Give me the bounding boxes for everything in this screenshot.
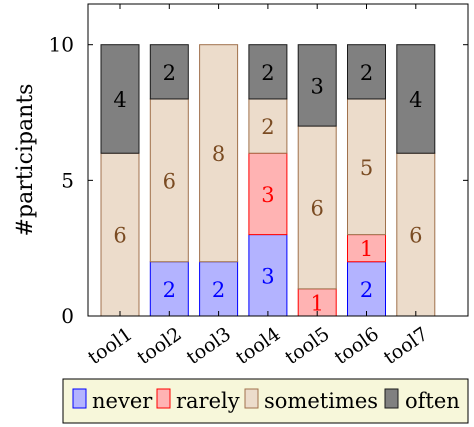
bar-often-tool5 <box>297 44 337 127</box>
x-tick-label-tool7: tool7 <box>380 323 433 369</box>
data-label-often-tool6: 2 <box>360 61 373 85</box>
data-label-often-tool7: 4 <box>409 88 422 112</box>
legend-swatch-never <box>72 388 87 409</box>
data-label-sometimes-tool3: 8 <box>212 142 225 166</box>
legend-label-never: never <box>92 389 153 413</box>
bar-labels-layer: 6 4 2 6 2 2 8 3 3 2 2 1 6 3 2 1 5 2 6 4 <box>113 61 422 316</box>
bar-sometimes-tool1 <box>100 152 140 317</box>
data-label-often-tool1: 4 <box>113 88 126 112</box>
data-label-sometimes-tool7: 6 <box>409 224 422 248</box>
y-tick-label: 5 <box>61 168 74 192</box>
legend-swatch-sometimes <box>244 388 259 409</box>
x-tick-label-tool1: tool1 <box>84 323 137 369</box>
legend: never rarely sometimes often <box>62 378 469 424</box>
data-label-often-tool2: 2 <box>163 61 176 85</box>
data-label-sometimes-tool4: 2 <box>261 115 274 139</box>
data-label-rarely-tool4: 3 <box>261 183 274 207</box>
x-tick-label-tool3: tool3 <box>183 323 236 369</box>
x-tick-label-tool2: tool2 <box>133 323 186 369</box>
bar-sometimes-tool7 <box>396 152 436 317</box>
legend-label-often: often <box>405 389 460 413</box>
bar-never-tool3 <box>199 261 239 317</box>
bar-sometimes-tool6 <box>347 98 386 236</box>
data-label-sometimes-tool5: 6 <box>311 196 324 220</box>
y-axis: 0 5 10 <box>49 33 468 328</box>
x-tick-label-tool5: tool5 <box>281 323 334 369</box>
legend-label-sometimes: sometimes <box>264 389 378 413</box>
bar-often-tool6 <box>347 44 386 100</box>
bar-often-tool1 <box>100 44 140 154</box>
x-tick-label-tool6: tool6 <box>330 323 383 369</box>
y-axis-label: #participants <box>13 84 38 237</box>
legend-swatch-often <box>384 388 399 409</box>
y-tick-label: 0 <box>61 304 74 328</box>
bar-sometimes-tool2 <box>149 98 189 263</box>
plot-area-frame <box>87 3 469 317</box>
legend-swatch-rarely <box>156 388 171 409</box>
data-label-never-tool6: 2 <box>360 278 373 302</box>
bar-rarely-tool6 <box>347 234 386 263</box>
data-label-sometimes-tool2: 6 <box>163 169 176 193</box>
data-label-rarely-tool5: 1 <box>311 291 324 315</box>
data-label-never-tool3: 2 <box>212 278 225 302</box>
data-label-often-tool5: 3 <box>311 74 324 98</box>
data-label-sometimes-tool1: 6 <box>113 224 126 248</box>
data-label-sometimes-tool6: 5 <box>360 156 373 180</box>
data-label-rarely-tool6: 1 <box>360 237 373 261</box>
legend-box <box>62 378 469 424</box>
bar-sometimes-tool4 <box>248 98 288 154</box>
bar-often-tool4 <box>248 44 288 100</box>
data-label-never-tool2: 2 <box>163 278 176 302</box>
legend-label-rarely: rarely <box>176 389 240 413</box>
data-label-never-tool4: 3 <box>261 264 274 288</box>
bar-sometimes-tool5 <box>297 125 337 290</box>
bar-often-tool7 <box>396 44 436 154</box>
bars-layer <box>100 44 436 317</box>
x-tick-label-tool4: tool4 <box>232 323 285 369</box>
bar-rarely-tool4 <box>248 152 288 236</box>
y-tick-label: 10 <box>49 33 74 57</box>
data-label-often-tool4: 2 <box>261 61 274 85</box>
bar-often-tool2 <box>149 44 189 100</box>
bar-never-tool4 <box>248 234 288 317</box>
bar-sometimes-tool3 <box>199 44 239 263</box>
